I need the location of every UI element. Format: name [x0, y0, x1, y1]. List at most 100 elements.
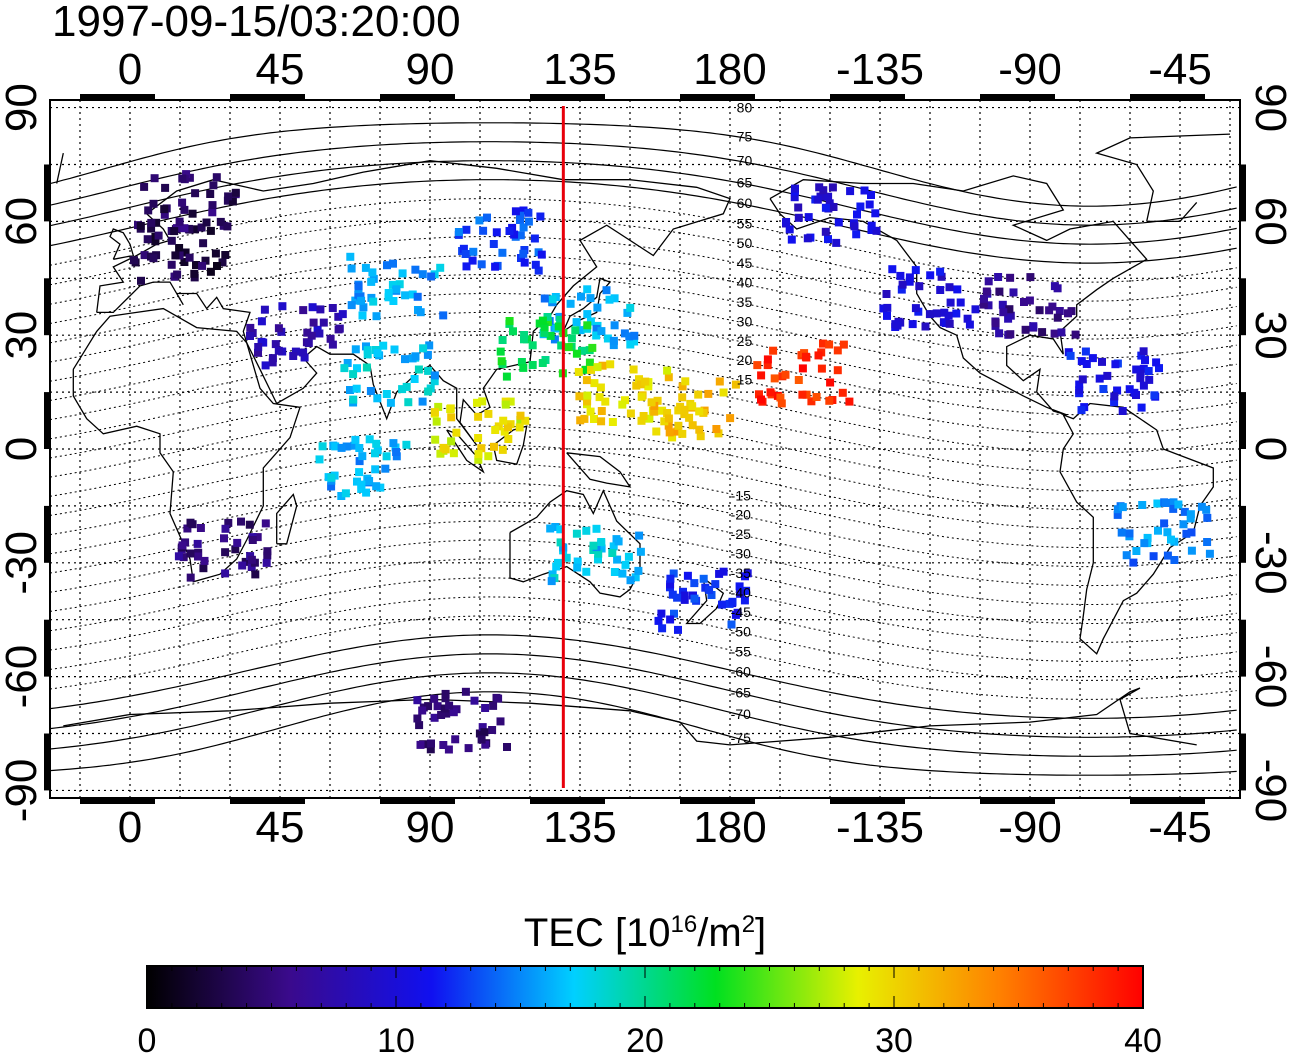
contour-label: 20 [737, 352, 753, 368]
tec-point [663, 409, 672, 417]
tec-point [572, 529, 581, 538]
tec-point [1005, 305, 1014, 314]
tec-point [620, 329, 629, 338]
tec-point [341, 489, 350, 498]
tec-point [515, 423, 524, 432]
tec-point [674, 625, 682, 634]
tec-point [477, 735, 486, 744]
tec-point [556, 525, 565, 534]
tec-point [180, 224, 189, 233]
tec-point [519, 223, 528, 232]
tec-point [212, 173, 221, 182]
tec-point [528, 361, 537, 369]
tec-point [194, 552, 202, 561]
tec-point [834, 218, 843, 227]
tec-point [654, 616, 663, 625]
tec-point [801, 352, 810, 361]
tec-point [915, 282, 924, 291]
tec-point [804, 213, 813, 222]
tec-point [632, 381, 641, 390]
tec-point [1167, 535, 1175, 544]
tec-point [392, 452, 401, 461]
tec-point [787, 235, 796, 244]
tec-point [372, 312, 381, 321]
coastline [1059, 402, 1214, 655]
tec-point [852, 230, 861, 239]
tec-point [605, 295, 614, 304]
tec-point [238, 561, 247, 570]
tec-point [674, 421, 683, 430]
tec-point [289, 352, 298, 360]
left-frame-tick [44, 619, 50, 677]
top-lon-label: -90 [998, 45, 1062, 94]
tec-point [614, 537, 623, 546]
magnetic-contour [50, 463, 1237, 549]
contour-label: 45 [737, 255, 753, 271]
tec-point [1202, 505, 1211, 514]
tec-point [430, 694, 439, 703]
tec-point [300, 353, 309, 362]
contour-label: -45 [731, 604, 751, 620]
tec-point [469, 247, 478, 256]
tec-point [896, 271, 905, 280]
tec-point [291, 347, 300, 356]
tec-point [606, 360, 615, 369]
colorbar-tick-label: 20 [626, 1022, 664, 1057]
tec-point [199, 239, 208, 248]
tec-point [688, 402, 697, 411]
tec-point [524, 208, 533, 217]
contour-label: 30 [737, 313, 753, 329]
tec-point [413, 696, 422, 705]
right-frame-tick [1240, 619, 1246, 677]
tec-point [1205, 549, 1214, 558]
tec-point [1169, 504, 1178, 513]
tec-point [995, 287, 1004, 296]
tec-point [464, 744, 473, 753]
tec-point [925, 310, 934, 319]
tec-point [937, 272, 946, 281]
tec-point [1081, 347, 1090, 356]
tec-point [350, 441, 359, 450]
tec-point [147, 218, 156, 227]
tec-point [237, 517, 245, 526]
tec-point [506, 397, 515, 406]
tec-point [1139, 347, 1148, 356]
tec-point [500, 427, 509, 436]
tec-point [812, 393, 821, 401]
tec-point [798, 390, 807, 399]
tec-point [537, 250, 546, 259]
tec-point [867, 226, 876, 234]
tec-point [359, 303, 368, 312]
tec-point [683, 571, 692, 580]
tec-point [436, 449, 445, 458]
tec-point [441, 694, 450, 703]
tec-point [963, 314, 972, 323]
tec-point [188, 209, 197, 218]
tec-point [511, 207, 520, 216]
tec-point [430, 377, 439, 386]
tec-point [223, 196, 232, 205]
tec-point [883, 303, 892, 312]
tec-point [346, 386, 354, 394]
tec-point [556, 538, 565, 547]
tec-point [184, 224, 193, 233]
bottom-lon-label: 90 [406, 803, 455, 852]
tec-point [538, 359, 547, 367]
tec-point [647, 398, 656, 407]
tec-point [174, 552, 183, 561]
right-lat-label: -90 [1246, 759, 1292, 823]
tec-point [908, 320, 917, 329]
tec-point [328, 340, 337, 349]
tec-point [980, 294, 988, 303]
bottom-lon-label: -135 [836, 803, 924, 852]
magnetic-contour [50, 160, 1237, 245]
tec-point [343, 359, 352, 367]
tec-point [186, 573, 195, 582]
tec-point [505, 317, 514, 325]
tec-point [1113, 505, 1122, 514]
tec-point [307, 331, 316, 340]
tec-point [167, 236, 176, 245]
tec-point [351, 435, 360, 444]
tec-point [530, 234, 539, 243]
